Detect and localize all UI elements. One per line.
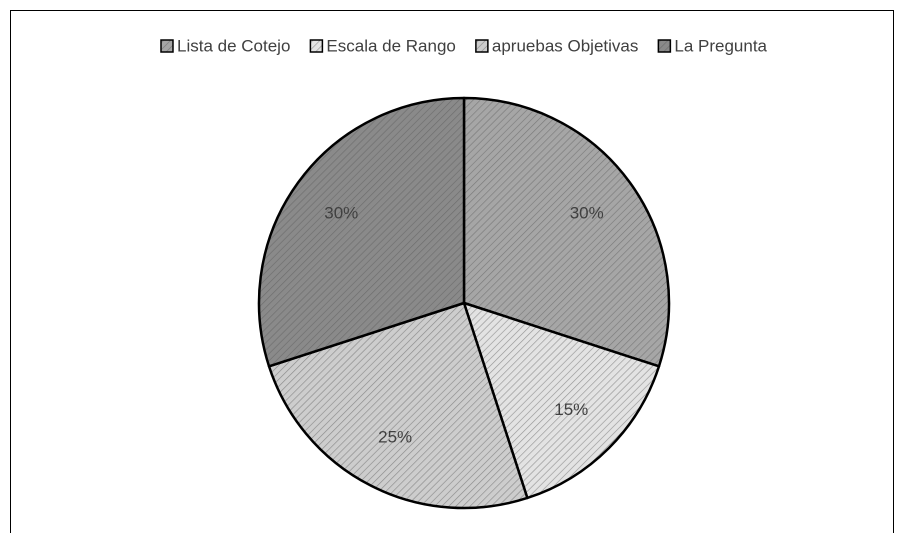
legend-label: Lista de Cotejo bbox=[177, 36, 290, 55]
legend-swatch bbox=[309, 39, 324, 53]
pie-slice bbox=[257, 96, 466, 368]
data-label: 30% bbox=[324, 203, 358, 222]
legend-label: apruebas Objetivas bbox=[492, 36, 638, 55]
legend-item: apruebas Objetivas bbox=[475, 36, 638, 55]
legend-label: La Pregunta bbox=[674, 36, 767, 55]
legend-item: Escala de Rango bbox=[309, 36, 456, 55]
legend-label: Escala de Rango bbox=[326, 36, 455, 55]
legend-item: La Pregunta bbox=[657, 36, 768, 55]
data-label: 30% bbox=[570, 203, 604, 222]
data-label: 15% bbox=[554, 400, 588, 419]
data-label: 25% bbox=[378, 428, 412, 447]
pie-slice bbox=[267, 301, 529, 510]
legend-swatch bbox=[475, 39, 489, 53]
legend-swatch bbox=[657, 39, 672, 53]
pie-slice bbox=[462, 96, 671, 368]
legend-item: Lista de Cotejo bbox=[160, 36, 290, 55]
legend-swatch bbox=[160, 39, 174, 53]
